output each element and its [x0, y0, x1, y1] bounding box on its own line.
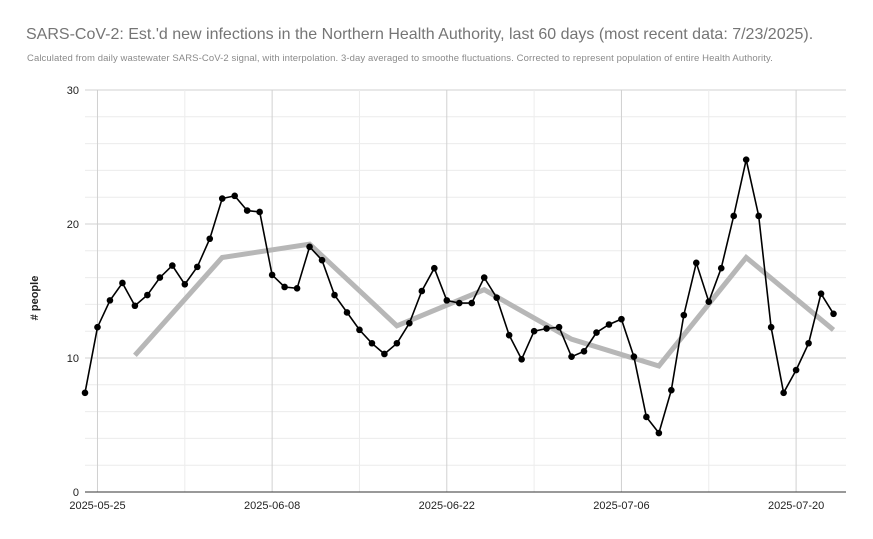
data-point — [443, 297, 451, 304]
data-point — [455, 299, 463, 307]
data-point — [331, 291, 338, 299]
data-point — [767, 323, 775, 331]
data-point — [406, 319, 413, 327]
data-point — [518, 356, 525, 363]
data-point — [169, 262, 176, 269]
data-point — [655, 429, 663, 437]
data-point — [368, 339, 376, 347]
data-point — [181, 281, 189, 288]
data-point — [206, 235, 214, 243]
data-point — [418, 287, 426, 295]
y-tick-label: 20 — [67, 219, 79, 231]
grid-lines — [85, 89, 846, 493]
data-point — [393, 339, 401, 347]
data-point — [555, 323, 563, 331]
data-point — [256, 208, 263, 216]
y-tick-label: 10 — [67, 353, 79, 365]
data-point — [580, 348, 588, 355]
data-point — [717, 264, 725, 272]
data-point — [293, 285, 301, 292]
daily-line — [84, 159, 835, 435]
data-point — [493, 294, 500, 302]
y-tick-label: 0 — [73, 487, 79, 499]
data-point — [705, 298, 713, 306]
data-point — [468, 299, 476, 307]
data-point — [281, 283, 288, 291]
x-tick-label: 2025-06-22 — [419, 500, 475, 512]
data-point — [431, 264, 438, 272]
data-point — [318, 256, 326, 264]
data-point — [805, 339, 812, 347]
data-point — [605, 321, 613, 328]
data-point — [343, 309, 351, 316]
x-tick-label: 2025-05-25 — [69, 500, 125, 512]
daily-series — [81, 156, 837, 437]
x-tick-label: 2025-07-06 — [593, 500, 649, 512]
data-point — [480, 274, 488, 281]
data-point — [268, 271, 276, 279]
data-point — [356, 326, 363, 334]
x-tick-label: 2025-06-08 — [244, 500, 300, 512]
data-point — [692, 259, 700, 267]
data-point — [131, 302, 139, 310]
data-point — [680, 311, 688, 319]
x-tick-label: 2025-07-20 — [768, 500, 824, 512]
axis-ticks: 0 10 20 30 2025-05-25 2025-06-08 2025-06-22 202… — [67, 85, 824, 512]
data-point — [231, 192, 239, 200]
data-point — [94, 323, 101, 331]
chart-title: SARS-CoV-2: Est.'d new infections in the… — [26, 26, 814, 43]
data-point — [381, 350, 388, 358]
data-point — [144, 291, 151, 299]
trend-line — [133, 241, 836, 369]
data-point — [643, 413, 650, 421]
data-point — [780, 389, 787, 397]
trend-series — [133, 241, 836, 369]
data-point — [530, 327, 538, 335]
data-point — [156, 274, 164, 281]
data-point — [755, 212, 762, 220]
data-point — [792, 366, 800, 374]
data-point — [630, 353, 638, 360]
data-point — [668, 386, 675, 394]
data-point — [243, 207, 251, 214]
chart-subtitle: Calculated from daily wastewater SARS-Co… — [27, 53, 773, 64]
data-point — [218, 195, 226, 202]
data-point — [193, 263, 201, 271]
data-point — [817, 290, 825, 297]
data-point — [306, 243, 313, 251]
data-point — [81, 389, 89, 397]
data-point — [119, 279, 126, 287]
data-point — [568, 353, 575, 360]
data-point — [106, 297, 114, 304]
data-point — [742, 156, 750, 163]
data-point — [730, 212, 738, 220]
y-axis-label: # people — [29, 276, 41, 321]
data-point — [593, 329, 600, 336]
y-tick-label: 30 — [67, 85, 79, 97]
data-point — [830, 310, 837, 318]
data-point — [543, 325, 550, 332]
data-point — [505, 331, 513, 339]
data-point — [618, 315, 625, 323]
